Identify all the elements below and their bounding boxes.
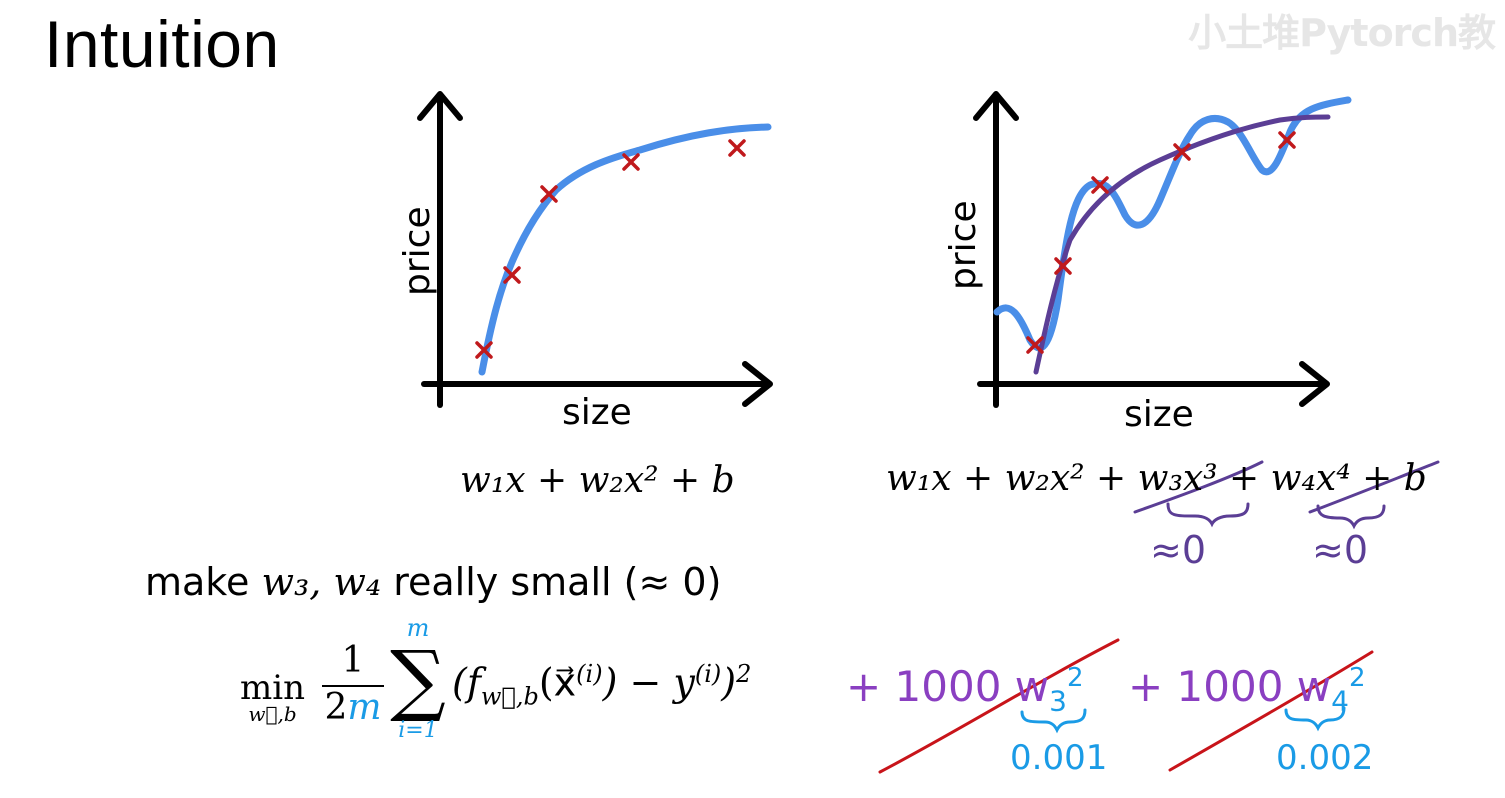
sum-upper: m [406,614,430,642]
body-close: ) [721,660,737,705]
note-w3-approx-zero: ≈0 [1150,528,1207,572]
left-x-label: size [562,392,632,433]
left-data-markers [475,139,746,359]
data-point-marker [1054,257,1072,275]
statement-line: make w₃, w₄ really small (≈ 0) [145,560,721,604]
penalty-braces [1020,706,1346,734]
body-minus: ) − y [602,660,695,705]
brace-penalty2 [1284,706,1346,732]
penalty1-sub: 3 [1049,684,1067,718]
right-equation: w₁x + w₂x² + w₃x³ + w₄x⁴ + b [886,458,1427,499]
brace-w4 [1316,504,1386,530]
data-point-marker [503,266,521,284]
strike-penalty2 [1168,650,1374,772]
penalty-term-1: + 1000 w32 [846,662,1084,717]
left-equation: w₁x + w₂x² + b [460,460,735,501]
penalty2-value: 0.002 [1276,738,1374,778]
brace-penalty1 [1020,708,1087,734]
body-arg-sup: (i) [576,660,603,688]
right-x-arrow [1299,361,1330,407]
statement-suffix: really small (≈ 0) [393,560,722,604]
cost-min-sub: w⃗,b [248,702,297,726]
sum-lower: i=1 [398,718,438,743]
data-point-marker [728,139,746,157]
data-point-marker [1091,176,1109,194]
equation-annotations [1133,460,1440,530]
left-plot-axes [417,91,773,408]
right-y-label: price [943,200,984,290]
fraction-numerator: 1 [341,640,365,681]
left-x-arrow [742,361,773,407]
watermark: 小土堆Pytorch教 [1188,11,1496,55]
body-arg: (x⃗ [538,660,577,705]
strike-w4-term [1308,460,1440,514]
penalty1-value: 0.001 [1010,738,1108,778]
data-point-marker [1026,336,1044,354]
brace-w3 [1166,502,1250,528]
sum-symbol: ∑ [390,635,446,725]
penalty1-sup: 2 [1066,663,1084,693]
data-point-marker [540,185,558,203]
note-w4-approx-zero: ≈0 [1312,528,1369,572]
right-y-arrow [973,91,1019,121]
cost-min: min [240,668,306,708]
body-sub: w⃗,b [480,682,539,711]
denominator-2: 2 [324,687,348,728]
statement-vars: w₃, w₄ [261,560,382,604]
penalty-term-2: + 1000 w42 [1128,662,1366,717]
cost-min-block: min w⃗,b [240,668,305,726]
right-data-markers [1026,131,1296,354]
penalty2-sup: 2 [1348,663,1366,693]
right-overfit-curve [993,96,1352,352]
statement-prefix: make [145,560,250,604]
penalty1-text: + 1000 w [846,662,1050,711]
fraction-denominator: 2m [322,687,384,728]
data-point-marker [1278,131,1296,149]
left-y-label: price [397,206,438,296]
data-point-marker [622,153,640,171]
penalty2-sub: 4 [1331,684,1349,718]
left-y-arrow [417,91,463,121]
left-fit-curve [478,123,772,376]
data-point-marker [475,341,493,359]
right-x-label: size [1124,394,1194,435]
cost-fraction: 1 2m [322,640,384,728]
body-y-sup: (i) [694,660,722,688]
summation: m ∑ i=1 [388,614,448,743]
strike-w3-term [1133,460,1264,514]
strike-penalty1 [878,638,1120,774]
penalty2-text: + 1000 w [1128,662,1332,711]
right-plot-axes [973,91,1330,408]
body-sq: 2 [736,660,752,688]
right-regularized-curve [1033,114,1331,375]
body-open: (f [452,660,481,705]
penalty-strikes [878,638,1374,774]
cost-body: (fw⃗,b(x⃗(i)) − y(i))2 [452,660,751,710]
data-point-marker [1173,143,1191,161]
denominator-m: m [347,687,382,728]
slide-title: Intuition [44,7,280,81]
